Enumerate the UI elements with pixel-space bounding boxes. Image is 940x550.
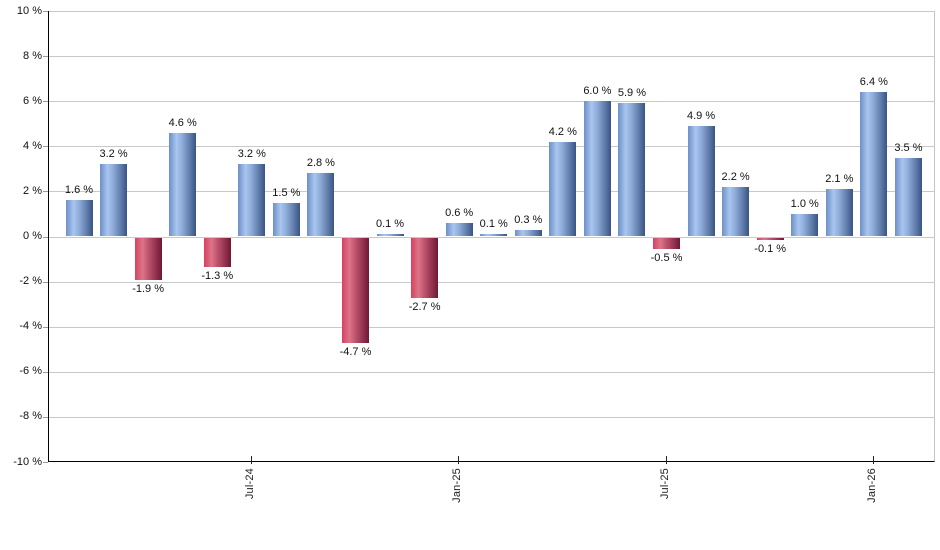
x-axis-label-Jul-25: Jul-25 [658,468,671,500]
y-axis-label: 8 % [23,49,42,62]
gridline--6 [49,371,934,373]
bar-value-label: -0.5 % [650,251,683,264]
bar-value-label: -0.1 % [754,242,787,255]
x-axis-label-Jan-26: Jan-26 [865,468,878,503]
bar-value-label: 2.2 % [721,170,750,183]
y-axis-tick [43,326,48,328]
y-axis-tick [43,11,48,12]
bar-Nov-24 [376,234,404,237]
bar-Jun-24 [203,237,231,267]
x-axis-tick [665,456,667,464]
gridline--4 [49,326,934,328]
bar-Sep-24 [307,173,335,237]
bar-value-label: -4.7 % [339,346,372,359]
bar-value-label: 2.8 % [306,157,335,170]
bar-value-label: 3.5 % [894,141,923,154]
bar-Jun-25 [618,103,646,237]
bar-value-label: 1.5 % [272,186,301,199]
x-axis-tick [872,456,874,464]
y-axis-label: -10 % [13,455,42,468]
plot-area: 1.6 % 3.2 % -1.9 % 4.6 % -1.3 % 3.2 % 1.5 % 2.8… [48,11,935,462]
y-axis-tick [43,236,48,238]
y-axis-tick [43,371,48,373]
bar-Jul-24 [238,164,266,237]
bar-Feb-26 [894,157,922,237]
gridline-4 [49,146,934,148]
bar-value-label: 4.9 % [687,110,716,122]
y-axis-label: -6 % [19,365,42,378]
gridline--2 [49,281,934,283]
y-axis-label: -2 % [19,275,42,288]
y-axis-tick [43,462,48,463]
bar-value-label: 1.0 % [790,197,819,210]
bar-May-25 [583,101,611,237]
bar-May-24 [169,132,197,237]
bar-Aug-25 [687,126,715,237]
gridline-8 [49,56,934,58]
y-axis-label: 2 % [23,184,42,197]
y-axis-label: -4 % [19,320,42,333]
bar-value-label: -1.9 % [132,283,164,296]
bar-Jan-26 [860,92,888,237]
bar-value-label: 5.9 % [617,87,647,100]
bar-value-label: 1.6 % [64,184,94,197]
bar-Dec-25 [825,189,853,237]
bar-value-label: 0.1 % [479,218,508,231]
bar-Jan-25 [445,222,473,237]
bar-Aug-24 [272,202,300,237]
bar-Feb-25 [480,234,508,237]
bar-value-label: -2.7 % [408,301,441,314]
bar-value-label: 0.1 % [375,218,405,231]
bar-value-label: 6.4 % [859,76,888,89]
gridline-10 [49,11,934,12]
bar-value-label: 6.0 % [583,85,612,98]
bar-Sep-25 [722,186,750,237]
y-axis-tick [43,416,48,418]
bar-value-label: 3.2 % [99,148,128,161]
bar-Nov-25 [791,213,819,237]
x-axis-tick [458,456,460,464]
y-axis-tick [43,191,48,193]
bar-Feb-24 [65,200,93,237]
bar-value-label: 4.6 % [168,116,197,129]
gridline-2 [49,191,934,193]
y-axis-label: 10 % [16,4,42,17]
x-axis-tick [250,456,252,464]
bar-Jul-25 [653,237,681,249]
y-axis-label: 6 % [23,94,42,107]
x-axis-label-Jul-24: Jul-24 [243,468,256,500]
y-axis-label: 4 % [23,139,42,152]
bar-Dec-24 [411,237,439,299]
gridline-0 [49,236,934,238]
gridline--8 [49,416,934,418]
y-axis-label: 0 % [23,230,42,242]
y-axis-label: -8 % [19,410,42,423]
bar-value-label: 0.6 % [445,206,474,219]
y-axis-tick [43,101,48,103]
bar-Mar-24 [100,164,128,237]
bar-value-label: 0.3 % [514,213,543,226]
bar-value-label: -1.3 % [201,269,234,282]
x-axis-label-Jan-25: Jan-25 [451,468,464,503]
bar-value-label: 3.2 % [237,148,266,161]
bar-value-label: 2.1 % [825,173,854,186]
bar-Oct-24 [341,237,369,344]
bar-Apr-24 [134,237,162,281]
bar-Mar-25 [514,229,542,237]
y-axis-tick [43,146,48,148]
y-axis-tick [43,56,48,58]
y-axis-tick [43,281,48,283]
bar-value-label: 4.2 % [548,125,577,138]
gridline-6 [49,101,934,103]
bar-Apr-25 [549,141,577,237]
bar-Oct-25 [756,237,784,240]
